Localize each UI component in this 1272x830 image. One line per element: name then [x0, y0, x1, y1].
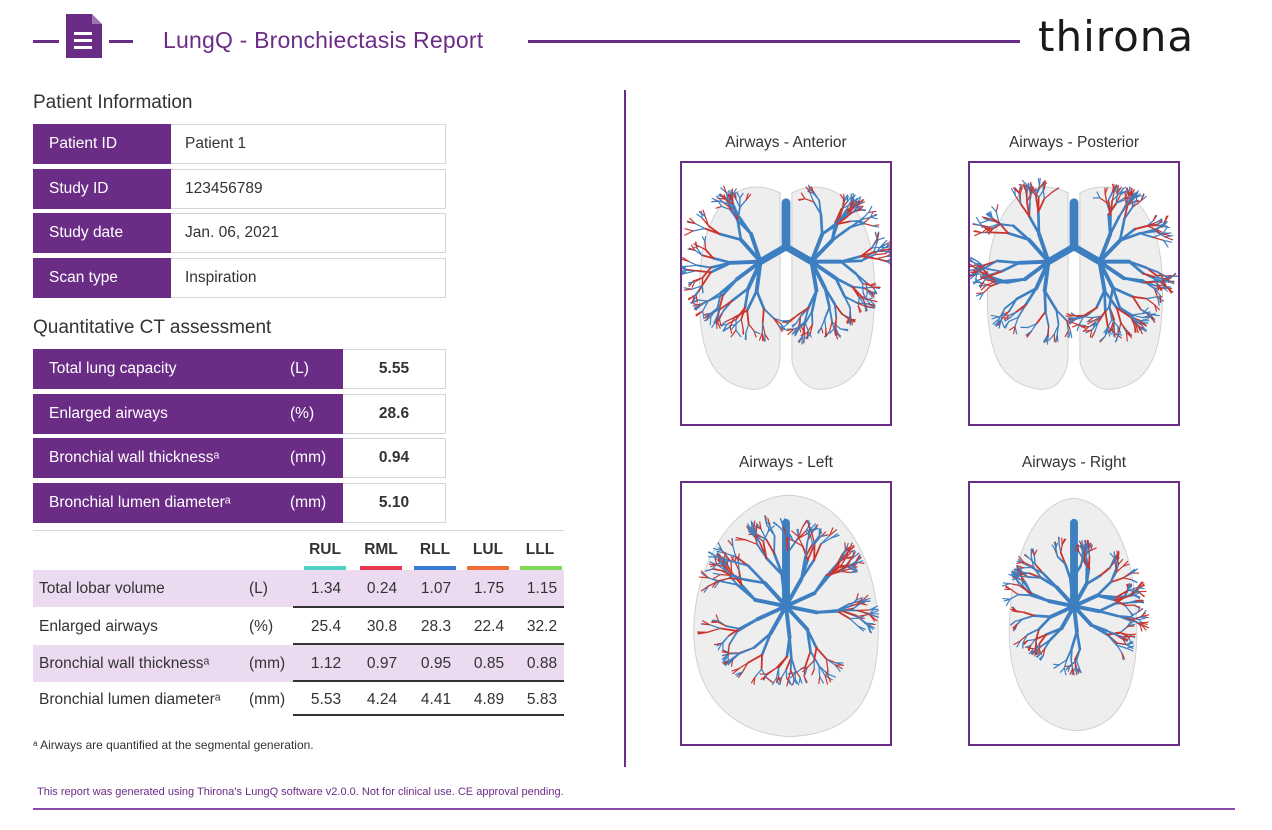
- lobar-cell: 22.4: [473, 618, 505, 635]
- lobar-cell: 4.41: [420, 691, 452, 708]
- column-divider: [624, 90, 626, 767]
- quant-row: Bronchial wall thicknessᵃ (mm) 0.94: [33, 438, 446, 478]
- lobar-row-unit: (mm): [249, 655, 286, 672]
- lobar-row-separator: [293, 643, 564, 645]
- view-title-left: Airways - Left: [739, 454, 833, 471]
- quant-label-text: Bronchial wall thicknessᵃ: [49, 449, 220, 466]
- lobar-row: Bronchial lumen diameterᵃ (mm) 5.53 4.24…: [33, 681, 564, 718]
- lobar-cell: 4.89: [473, 691, 505, 708]
- quant-unit: (mm): [290, 494, 327, 511]
- quant-value: 28.6: [343, 394, 446, 434]
- lobar-cell: 1.34: [310, 580, 342, 597]
- patient-info-row: Scan type Inspiration: [33, 258, 446, 298]
- lobar-cell: 25.4: [310, 618, 342, 635]
- lobe-header-lll: LLL: [525, 541, 555, 558]
- header-line-right: [528, 40, 1020, 43]
- report-title: LungQ - Bronchiectasis Report: [163, 27, 484, 53]
- quant-value: 5.55: [343, 349, 446, 389]
- lobe-header-rll: RLL: [419, 541, 451, 558]
- lobar-cell: 28.3: [420, 618, 452, 635]
- lobe-color-bar-lll: [520, 566, 562, 570]
- lobe-color-bar-rml: [360, 566, 402, 570]
- quant-label-text: Bronchial lumen diameterᵃ: [49, 494, 231, 511]
- lobar-cell: 5.53: [310, 691, 342, 708]
- quant-unit: (mm): [290, 449, 327, 466]
- lobar-table-top-rule: [33, 530, 564, 531]
- info-value: Inspiration: [171, 258, 446, 298]
- info-value: 123456789: [171, 169, 446, 209]
- footer-rule: [33, 808, 1235, 810]
- lobar-row-unit: (L): [249, 580, 268, 597]
- disclaimer: This report was generated using Thirona’…: [37, 786, 564, 798]
- lobar-cell: 1.07: [420, 580, 452, 597]
- header-line-left-2: [109, 40, 133, 43]
- info-value: Patient 1: [171, 124, 446, 164]
- lobar-row-unit: (mm): [249, 691, 286, 708]
- patient-info-title: Patient Information: [33, 92, 193, 113]
- airways-left-image: [680, 481, 892, 746]
- lobar-cell: 1.15: [526, 580, 558, 597]
- lobar-cell: 30.8: [366, 618, 398, 635]
- patient-info-row: Patient ID Patient 1: [33, 124, 446, 164]
- quant-row: Total lung capacity (L) 5.55: [33, 349, 446, 389]
- lobar-row: Enlarged airways (%) 25.4 30.8 28.3 22.4…: [33, 608, 564, 645]
- info-label: Scan type: [33, 258, 171, 298]
- lobar-row-label: Total lobar volume: [39, 580, 165, 597]
- lobar-row-separator: [293, 714, 564, 716]
- info-label: Study ID: [33, 169, 171, 209]
- quant-row: Enlarged airways (%) 28.6: [33, 394, 446, 434]
- quant-label-text: Enlarged airways: [49, 405, 168, 422]
- lobe-color-bar-rll: [414, 566, 456, 570]
- footnote: ᵃ Airways are quantified at the segmenta…: [33, 738, 314, 752]
- lobar-row-separator: [293, 680, 564, 682]
- info-value: Jan. 06, 2021: [171, 213, 446, 253]
- lobar-cell: 0.24: [366, 580, 398, 597]
- quant-unit: (L): [290, 360, 309, 377]
- quant-label: Total lung capacity (L): [33, 349, 343, 389]
- lobe-header-rml: RML: [364, 541, 398, 558]
- lobar-row-unit: (%): [249, 618, 274, 635]
- quant-label: Bronchial lumen diameterᵃ (mm): [33, 483, 343, 523]
- airways-posterior-image: [968, 161, 1180, 426]
- quant-label-text: Total lung capacity: [49, 360, 177, 377]
- quant-value: 0.94: [343, 438, 446, 478]
- quant-label: Enlarged airways (%): [33, 394, 343, 434]
- header-line-left: [33, 40, 59, 43]
- lobar-row-separator: [293, 606, 564, 608]
- quantitative-title: Quantitative CT assessment: [33, 317, 272, 338]
- lobar-row: Bronchial wall thicknessᵃ (mm) 1.12 0.97…: [33, 645, 564, 682]
- lobar-cell: 0.88: [526, 655, 558, 672]
- document-icon: [64, 14, 104, 58]
- lobe-header-lul: LUL: [472, 541, 504, 558]
- quant-row: Bronchial lumen diameterᵃ (mm) 5.10: [33, 483, 446, 523]
- view-title-posterior: Airways - Posterior: [1008, 134, 1140, 151]
- lobar-row-label: Bronchial lumen diameterᵃ: [39, 691, 221, 708]
- lobar-cell: 1.12: [310, 655, 342, 672]
- lobe-color-bar-rul: [304, 566, 346, 570]
- quant-label: Bronchial wall thicknessᵃ (mm): [33, 438, 343, 478]
- lobar-row: Total lobar volume (L) 1.34 0.24 1.07 1.…: [33, 570, 564, 607]
- lobar-cell: 0.85: [473, 655, 505, 672]
- patient-info-row: Study date Jan. 06, 2021: [33, 213, 446, 253]
- lobar-cell: 0.97: [366, 655, 398, 672]
- airways-right-image: [968, 481, 1180, 746]
- info-label: Patient ID: [33, 124, 171, 164]
- patient-info-row: Study ID 123456789: [33, 169, 446, 209]
- lobar-cell: 32.2: [526, 618, 558, 635]
- quant-unit: (%): [290, 405, 315, 422]
- view-title-anterior: Airways - Anterior: [725, 134, 847, 151]
- lobe-header-rul: RUL: [309, 541, 341, 558]
- lobar-row-label: Bronchial wall thicknessᵃ: [39, 655, 210, 672]
- lobe-color-bar-lul: [467, 566, 509, 570]
- lobar-cell: 4.24: [366, 691, 398, 708]
- airways-anterior-image: [680, 161, 892, 426]
- lobar-cell: 0.95: [420, 655, 452, 672]
- view-title-right: Airways - Right: [1021, 454, 1127, 471]
- lobar-row-label: Enlarged airways: [39, 618, 158, 635]
- lobar-cell: 5.83: [526, 691, 558, 708]
- thirona-logo: thirona: [1038, 12, 1195, 61]
- lobar-cell: 1.75: [473, 580, 505, 597]
- info-label: Study date: [33, 213, 171, 253]
- quant-value: 5.10: [343, 483, 446, 523]
